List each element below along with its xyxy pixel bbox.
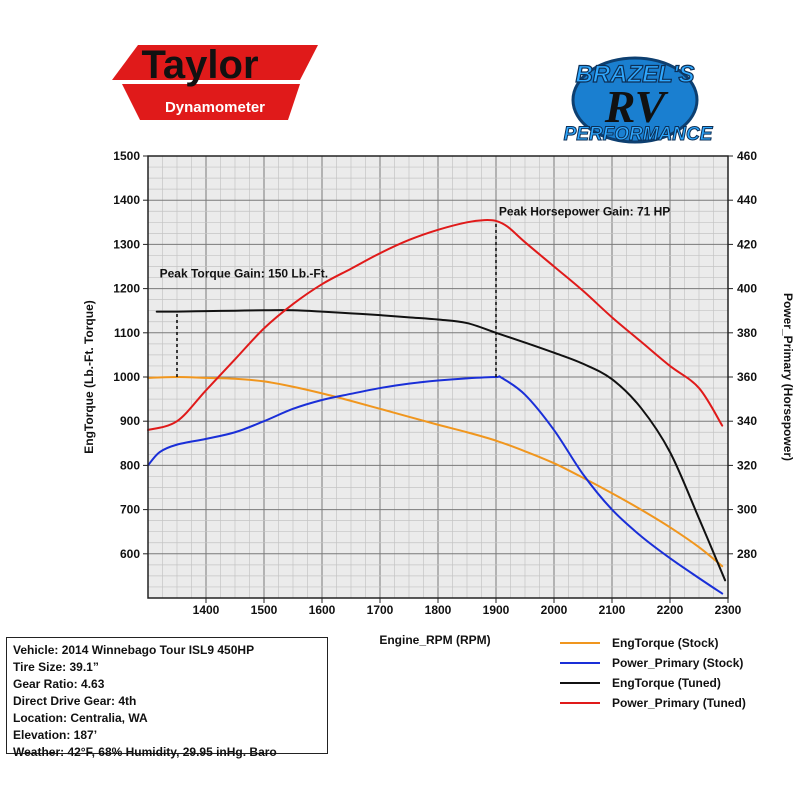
annotation-label: Peak Horsepower Gain: 71 HP [499, 205, 670, 219]
vehicle-info-box: Vehicle: 2014 Winnebago Tour ISL9 450HP … [6, 637, 328, 759]
y-tick-label: 700 [120, 503, 140, 517]
x-tick-label: 1800 [425, 603, 452, 617]
y-tick-label: 900 [120, 414, 140, 428]
legend: EngTorque (Stock) Power_Primary (Stock) En… [560, 636, 746, 710]
legend-label: EngTorque (Stock) [612, 636, 718, 650]
legend-label: Power_Primary (Stock) [612, 656, 743, 670]
y2-tick-label: 380 [737, 326, 757, 340]
y-tick-label: 600 [120, 547, 140, 561]
series-line-1 [147, 376, 724, 568]
y2-axis-title: Power_Primary (Horsepower) [781, 293, 795, 461]
x-axis-title: Engine_RPM (RPM) [379, 633, 490, 647]
series-line-2 [147, 375, 724, 595]
brazels-logo-top: BRAZEL'S [575, 61, 694, 88]
brazels-rv-logo: BRAZEL'S RV PERFORMANCE [563, 56, 714, 146]
x-tick-label: 1400 [193, 603, 220, 617]
y-tick-label: 1300 [113, 237, 140, 251]
series-layer [147, 218, 727, 595]
taylor-logo: Taylor Dynamometer [112, 43, 318, 120]
vehicle-info-line: Weather: 42°F, 68% Humidity, 29.95 inHg.… [13, 745, 277, 759]
y2-tick-label: 360 [737, 370, 757, 384]
x-tick-label: 1500 [251, 603, 278, 617]
x-tick-label: 2000 [541, 603, 568, 617]
annotations: Peak Torque Gain: 150 Lb.-Ft. Peak Horsep… [160, 205, 670, 377]
brazels-logo-middle: RV [604, 81, 669, 132]
x-tick-label: 1900 [483, 603, 510, 617]
series-line-4 [147, 218, 724, 432]
brazels-logo-bottom: PERFORMANCE [564, 124, 714, 145]
vehicle-info-line: Gear Ratio: 4.63 [13, 677, 105, 691]
vehicle-info-line: Direct Drive Gear: 4th [13, 694, 137, 708]
x-tick-label: 1700 [367, 603, 394, 617]
x-tick-label: 2100 [599, 603, 626, 617]
vehicle-info-line: Tire Size: 39.1” [13, 660, 99, 674]
y-tick-label: 1200 [113, 282, 140, 296]
taylor-logo-bottom: Dynamometer [165, 99, 265, 116]
annotation-label: Peak Torque Gain: 150 Lb.-Ft. [160, 267, 328, 281]
vehicle-info-line: Vehicle: 2014 Winnebago Tour ISL9 450HP [13, 643, 255, 657]
legend-label: Power_Primary (Tuned) [612, 696, 746, 710]
y2-tick-label: 280 [737, 547, 757, 561]
y2-tick-label: 340 [737, 414, 757, 428]
y2-tick-label: 300 [737, 503, 757, 517]
x-tick-label: 2300 [715, 603, 742, 617]
grid [147, 155, 729, 599]
y2-tick-label: 400 [737, 282, 757, 296]
x-tick-label: 2200 [657, 603, 684, 617]
y-tick-label: 1500 [113, 149, 140, 163]
y2-tick-label: 320 [737, 458, 757, 472]
legend-label: EngTorque (Tuned) [612, 676, 721, 690]
y2-tick-label: 420 [737, 237, 757, 251]
y-tick-label: 1400 [113, 193, 140, 207]
y-tick-label: 800 [120, 458, 140, 472]
x-tick-label: 1600 [309, 603, 336, 617]
ticks: 1400 1500 1600 1700 1800 1900 2000 2100 2200 2300… [113, 149, 757, 617]
y-tick-label: 1000 [113, 370, 140, 384]
y2-tick-label: 440 [737, 193, 757, 207]
y-axis-title: EngTorque (Lb.-Ft. Torque) [82, 300, 96, 454]
vehicle-info-line: Elevation: 187’ [13, 728, 98, 742]
y2-tick-label: 460 [737, 149, 757, 163]
series-line-3 [155, 309, 727, 582]
vehicle-info-line: Location: Centralia, WA [13, 711, 148, 725]
y-tick-label: 1100 [114, 326, 140, 340]
taylor-logo-top: Taylor [141, 43, 258, 87]
